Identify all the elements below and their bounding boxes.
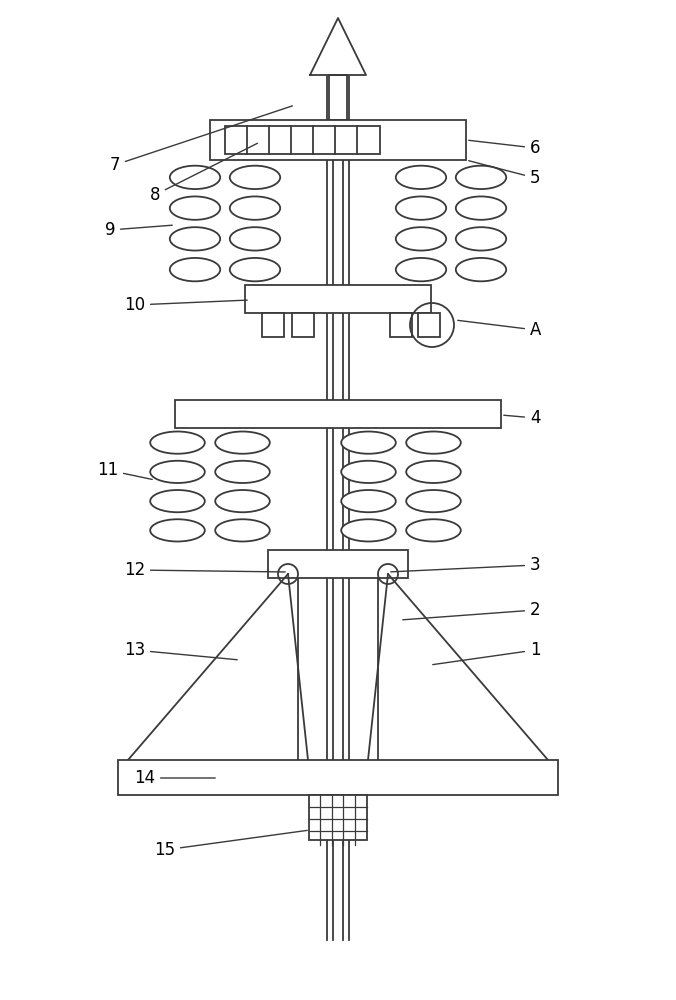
Ellipse shape <box>230 227 280 251</box>
Bar <box>292 313 314 337</box>
Ellipse shape <box>396 227 446 251</box>
Ellipse shape <box>150 461 205 483</box>
Bar <box>245 285 431 313</box>
Ellipse shape <box>170 227 220 251</box>
Ellipse shape <box>170 258 220 281</box>
Bar <box>210 120 466 160</box>
Bar <box>268 550 408 578</box>
Text: 8: 8 <box>149 143 258 204</box>
Bar <box>118 760 558 795</box>
Ellipse shape <box>341 519 396 541</box>
Ellipse shape <box>170 166 220 189</box>
Ellipse shape <box>215 519 270 541</box>
Ellipse shape <box>406 461 461 483</box>
Text: 7: 7 <box>110 106 292 174</box>
Text: A: A <box>458 320 541 339</box>
Text: 9: 9 <box>105 221 172 239</box>
Ellipse shape <box>150 519 205 541</box>
Bar <box>390 313 412 337</box>
Text: 11: 11 <box>97 461 152 479</box>
Bar <box>418 313 440 337</box>
Text: 4: 4 <box>504 409 541 427</box>
Ellipse shape <box>396 166 446 189</box>
Ellipse shape <box>215 432 270 454</box>
Bar <box>175 400 501 428</box>
Bar <box>225 126 380 154</box>
Ellipse shape <box>456 196 506 220</box>
Text: 2: 2 <box>403 601 541 620</box>
Ellipse shape <box>230 258 280 281</box>
Text: 10: 10 <box>124 296 247 314</box>
Ellipse shape <box>230 166 280 189</box>
Ellipse shape <box>406 490 461 512</box>
Ellipse shape <box>341 461 396 483</box>
Text: 13: 13 <box>124 641 237 660</box>
Text: 5: 5 <box>468 161 541 187</box>
Text: 1: 1 <box>433 641 541 665</box>
Ellipse shape <box>150 432 205 454</box>
Polygon shape <box>310 18 366 75</box>
Text: 6: 6 <box>468 139 541 157</box>
Ellipse shape <box>150 490 205 512</box>
Text: 14: 14 <box>134 769 215 787</box>
Ellipse shape <box>341 432 396 454</box>
Bar <box>262 313 284 337</box>
Bar <box>309 795 367 840</box>
Ellipse shape <box>456 227 506 251</box>
Ellipse shape <box>341 490 396 512</box>
Ellipse shape <box>406 519 461 541</box>
Ellipse shape <box>215 490 270 512</box>
Bar <box>329 75 347 120</box>
Text: 3: 3 <box>391 556 541 574</box>
Ellipse shape <box>170 196 220 220</box>
Ellipse shape <box>230 196 280 220</box>
Text: 15: 15 <box>154 830 308 859</box>
Ellipse shape <box>406 432 461 454</box>
Ellipse shape <box>215 461 270 483</box>
Ellipse shape <box>456 166 506 189</box>
Ellipse shape <box>456 258 506 281</box>
Ellipse shape <box>396 258 446 281</box>
Text: 12: 12 <box>124 561 285 579</box>
Ellipse shape <box>396 196 446 220</box>
